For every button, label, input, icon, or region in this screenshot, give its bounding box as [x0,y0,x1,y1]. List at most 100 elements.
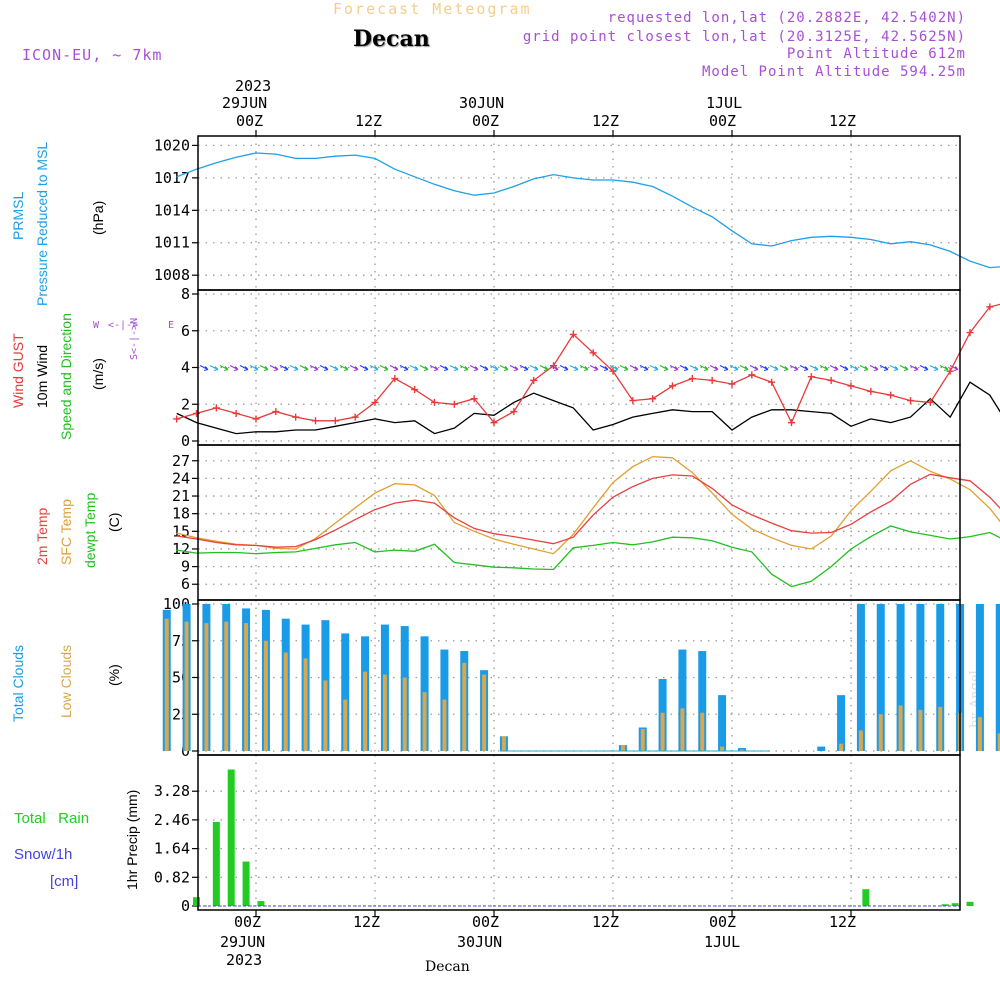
wind-dir-arrow-38 [579,365,589,372]
wind-dir-arrow-17 [369,365,379,372]
total-cloud-bar-34 [837,695,846,751]
gust-marker-16 [490,419,498,427]
dewpt-line [176,525,1000,588]
gust-marker-40 [966,329,974,337]
bottom-tick-2: 12Z [353,913,381,931]
panel-frame-0 [197,135,961,291]
rain-bar-1 [212,822,220,906]
low-cloud-bar-27 [700,712,705,751]
wind-dir-arrow-41 [609,365,619,372]
gust-marker-31 [788,419,795,427]
gust-marker-33 [827,376,835,384]
total-cloud-bar-39 [936,604,945,751]
ytick-label-2-6: 9 [181,558,190,576]
rain-bar-4 [257,901,265,906]
wind-dir-arrow-52 [719,365,729,372]
bottom-date-3: 1JUL [704,933,741,951]
wind-dir-arrow-21 [409,365,419,372]
bottom-tick-5: 00Z [709,913,737,931]
wind-dir-arrow-34 [539,365,549,372]
wind-dir-arrow-44 [639,365,649,372]
low-cloud-bar-1 [184,621,189,751]
wind-dir-arrow-32 [519,365,529,372]
wind-dir-arrow-36 [559,365,569,372]
t2m-line [176,473,1000,548]
low-cloud-bar-9 [343,699,348,751]
ytick-label-0-4: 1008 [154,266,190,284]
gust-marker-8 [331,417,339,425]
wind-dir-arrow-6 [259,365,269,372]
gust-marker-25 [669,382,676,390]
total-cloud-bar-42 [995,604,1000,751]
low-cloud-bar-11 [382,674,387,751]
wind-dir-arrow-70 [899,365,909,372]
model-label: ICON-EU, ~ 7km [22,46,163,64]
low-cloud-bar-4 [244,623,249,751]
low-cloud-bar-28 [720,746,725,751]
bottom-tick-3: 00Z [472,913,500,931]
pressure-line [176,152,1000,269]
wind-dir-arrow-57 [769,365,779,372]
wind-dir-arrow-25 [449,365,459,372]
bottom-date-1: 29JUN [220,933,266,951]
rain-bar-5 [862,889,870,906]
wind-dir-arrow-60 [799,365,809,372]
gust-marker-39 [946,367,954,375]
low-cloud-bar-24 [640,728,645,751]
wind-dir-arrow-10 [299,365,309,372]
wind-dir-arrow-59 [789,365,799,372]
gust-marker-27 [708,376,716,384]
wind-dir-arrow-37 [569,365,579,372]
ytick-label-0-2: 1014 [154,201,190,219]
low-cloud-bar-13 [422,692,427,751]
wind-dir-arrow-64 [839,365,849,372]
wind-dir-arrow-55 [749,365,759,372]
wind-dir-arrow-15 [349,365,359,372]
wind-dir-arrow-72 [919,365,929,372]
wind-dir-arrow-19 [389,365,399,372]
wind-dir-arrow-50 [699,365,709,372]
ytick-label-4-2: 1.64 [154,840,190,858]
wind-dir-arrow-4 [239,365,249,372]
wind-dir-arrow-2 [219,365,229,372]
total-cloud-bar-37 [896,604,905,751]
rain-bar-2 [227,769,235,906]
rain-bar-6 [941,904,949,906]
point-altitude: Point Altitude 612m [786,46,966,62]
bottom-tick-1: 00Z [234,913,262,931]
wind-dir-arrow-56 [759,365,769,372]
gust-marker-37 [907,397,914,405]
snow-unit: [cm] [50,873,79,890]
faint-title: Forecast Meteogram [333,0,532,18]
bottom-date-2: 30JUN [457,933,503,951]
gust-marker-35 [867,387,875,395]
gust-marker-41 [986,303,994,311]
wind-dir-arrow-48 [679,365,689,372]
ytick-label-2-7: 6 [181,575,190,593]
ytick-label-1-1: 6 [181,322,190,340]
wind-dir-arrow-53 [729,365,739,372]
wind-dir-arrow-58 [779,365,789,372]
wind-dir-arrow-40 [599,365,609,372]
low-cloud-bar-35 [858,730,863,751]
low-cloud-bar-5 [263,640,268,751]
wind-dir-arrow-12 [319,365,329,372]
low-cloud-bar-16 [482,674,487,751]
ytick-label-1-3: 2 [181,395,190,413]
gust-marker-17 [510,408,518,416]
wind-dir-arrow-27 [469,365,479,372]
low-cloud-bar-36 [878,714,883,751]
low-cloud-bar-6 [283,652,288,751]
wind-dir-arrow-24 [439,365,449,372]
top-date-1: 29JUN [222,94,268,112]
wind-dir-arrow-42 [619,365,629,372]
bottom-year: 2023 [226,951,263,969]
wind-dir-arrow-68 [879,365,889,372]
rain-bar-0 [193,897,200,906]
total-cloud-bar-33 [817,746,826,751]
wind-dir-arrow-51 [709,365,719,372]
gust-marker-29 [748,371,756,379]
gust-marker-4 [252,415,260,423]
total-cloud-bar-41 [975,604,984,751]
top-tick-5: 00Z [709,112,737,130]
